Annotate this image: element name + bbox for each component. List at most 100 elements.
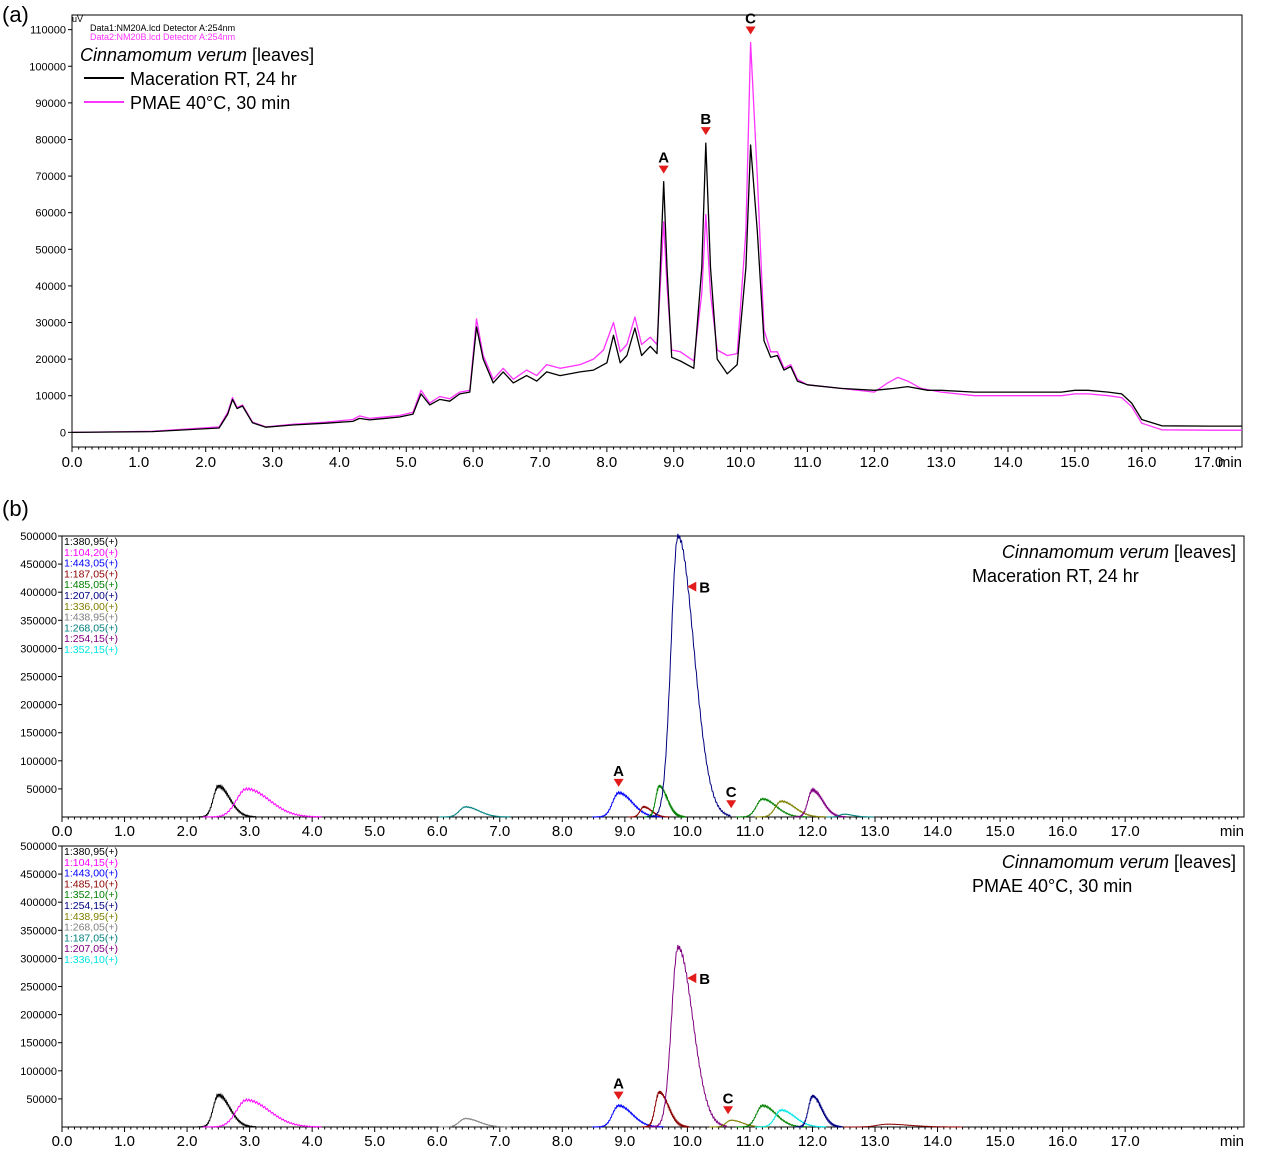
subpanel-2: 50000 100000 150000 200000 250000 300000 35000… bbox=[20, 841, 1245, 1150]
mz-channel-label: 1:380,95(+) bbox=[64, 536, 118, 548]
x-tick-label: 7.0 bbox=[489, 823, 510, 840]
x-tick-label: 12.0 bbox=[798, 1133, 827, 1150]
mz-channel-label: 1:207,05(+) bbox=[64, 943, 118, 955]
peak-marker bbox=[687, 973, 697, 984]
x-tick-label: 13.0 bbox=[927, 454, 956, 471]
mz-channel-label: 1:438,95(+) bbox=[64, 911, 118, 923]
x-tick-label: 12.0 bbox=[798, 823, 827, 840]
y-tick-label: 90000 bbox=[35, 98, 66, 110]
peak-label: A bbox=[613, 1076, 624, 1093]
y-tick-label: 0 bbox=[60, 427, 66, 439]
x-tick-label: 14.0 bbox=[993, 454, 1022, 471]
peak-label: C bbox=[726, 784, 737, 801]
y-tick-label: 50000 bbox=[26, 1094, 57, 1106]
eic-peak bbox=[202, 1098, 322, 1128]
y-tick-label: 50000 bbox=[26, 784, 57, 796]
peak-marker bbox=[687, 581, 697, 592]
x-axis-unit: min bbox=[1220, 823, 1244, 840]
mz-channel-label: 1:268,05(+) bbox=[64, 622, 118, 634]
y-tick-label: 100000 bbox=[20, 1066, 57, 1078]
x-tick-label: 12.0 bbox=[860, 454, 889, 471]
x-tick-label: 9.0 bbox=[614, 1133, 635, 1150]
x-tick-label: 3.0 bbox=[239, 1133, 260, 1150]
mz-channel-label: 1:254,15(+) bbox=[64, 633, 118, 645]
x-tick-label: 6.0 bbox=[427, 1133, 448, 1150]
y-tick-label: 400000 bbox=[20, 897, 57, 909]
x-tick-label: 5.0 bbox=[396, 454, 417, 471]
x-tick-label: 11.0 bbox=[793, 454, 821, 471]
y-tick-label: 110000 bbox=[30, 25, 66, 37]
x-tick-label: 17.0 bbox=[1194, 454, 1223, 471]
x-tick-label: 9.0 bbox=[663, 454, 684, 471]
y-tick-label: 300000 bbox=[20, 643, 57, 655]
x-tick-label: 11.0 bbox=[736, 1133, 764, 1150]
mz-channel-label: 1:336,00(+) bbox=[64, 601, 118, 613]
y-tick-label: 60000 bbox=[35, 208, 66, 220]
peak-label: B bbox=[699, 971, 710, 988]
x-tick-label: 6.0 bbox=[463, 454, 484, 471]
x-tick-label: 1.0 bbox=[114, 1133, 135, 1150]
y-tick-label: 100000 bbox=[29, 61, 66, 73]
x-tick-label: 13.0 bbox=[860, 823, 889, 840]
sample-type: [leaves] bbox=[1169, 542, 1236, 562]
eic-peak bbox=[592, 1103, 664, 1128]
eic-peak bbox=[736, 797, 808, 818]
y-tick-label: 500000 bbox=[20, 841, 57, 853]
y-tick-label: 200000 bbox=[20, 1010, 57, 1022]
legend-title: Cinnamomum verum [leaves] bbox=[80, 45, 314, 65]
y-tick-label: 50000 bbox=[35, 244, 66, 256]
x-tick-label: 14.0 bbox=[923, 823, 952, 840]
x-tick-label: 10.0 bbox=[673, 1133, 702, 1150]
x-tick-label: 16.0 bbox=[1048, 1133, 1077, 1150]
x-tick-label: 0.0 bbox=[52, 823, 73, 840]
y-tick-label: 70000 bbox=[35, 171, 66, 183]
x-tick-label: 1.0 bbox=[128, 454, 149, 471]
mz-channel-label: 1:336,10(+) bbox=[64, 954, 118, 966]
x-axis-unit: min bbox=[1220, 1133, 1244, 1150]
peak-marker bbox=[723, 1106, 734, 1115]
x-tick-label: 4.0 bbox=[329, 454, 350, 471]
eic-peak bbox=[196, 783, 257, 818]
peak-marker bbox=[726, 800, 737, 809]
mz-channel-label: 1:485,10(+) bbox=[64, 878, 118, 890]
x-tick-label: 0.0 bbox=[52, 1133, 73, 1150]
y-tick-label: 350000 bbox=[20, 615, 57, 627]
x-axis-unit: min bbox=[1218, 454, 1242, 471]
species-name: Cinnamomum verum bbox=[1002, 852, 1169, 872]
y-tick-label: 80000 bbox=[35, 134, 66, 146]
eic-peak bbox=[754, 1108, 827, 1128]
y-tick-label: 20000 bbox=[35, 354, 66, 366]
x-tick-label: 1.0 bbox=[114, 823, 135, 840]
peak-label: B bbox=[700, 111, 711, 128]
mz-channel-label: 1:104,20(+) bbox=[64, 547, 118, 559]
y-tick-label: 300000 bbox=[20, 953, 57, 965]
species-name: Cinnamomum verum bbox=[80, 45, 247, 65]
eic-peak bbox=[843, 1123, 963, 1128]
y-tick-label: 150000 bbox=[20, 728, 57, 740]
x-tick-label: 13.0 bbox=[860, 1133, 889, 1150]
legend-pmae: PMAE 40°C, 30 min bbox=[130, 93, 290, 113]
x-tick-label: 5.0 bbox=[364, 823, 385, 840]
y-tick-label: 10000 bbox=[35, 391, 66, 403]
x-tick-label: 4.0 bbox=[302, 823, 323, 840]
eic-peak bbox=[439, 805, 511, 818]
x-tick-label: 16.0 bbox=[1048, 823, 1077, 840]
subpanel-1: 50000 100000 150000 200000 250000 300000 35000… bbox=[20, 531, 1245, 840]
mz-channel-label: 1:254,15(+) bbox=[64, 900, 118, 912]
y-tick-label: 250000 bbox=[20, 982, 57, 994]
y-tick-label: 40000 bbox=[35, 281, 66, 293]
eic-peak bbox=[643, 784, 686, 819]
x-tick-label: 3.0 bbox=[262, 454, 283, 471]
data1-header: Data1:NM20A.lcd Detector A:254nm bbox=[90, 23, 235, 33]
mz-channel-label: 1:187,05(+) bbox=[64, 568, 118, 580]
peak-marker bbox=[745, 26, 756, 35]
x-tick-label: 14.0 bbox=[923, 1133, 952, 1150]
peak-label: B bbox=[699, 580, 710, 597]
plot-area-a bbox=[71, 14, 1243, 448]
eic-peak bbox=[628, 805, 671, 818]
eic-peak bbox=[439, 1117, 511, 1128]
y-tick-label: 350000 bbox=[20, 925, 57, 937]
x-tick-label: 9.0 bbox=[614, 823, 635, 840]
subpanel-subtitle: PMAE 40°C, 30 min bbox=[972, 876, 1132, 896]
eic-peak bbox=[202, 786, 322, 818]
